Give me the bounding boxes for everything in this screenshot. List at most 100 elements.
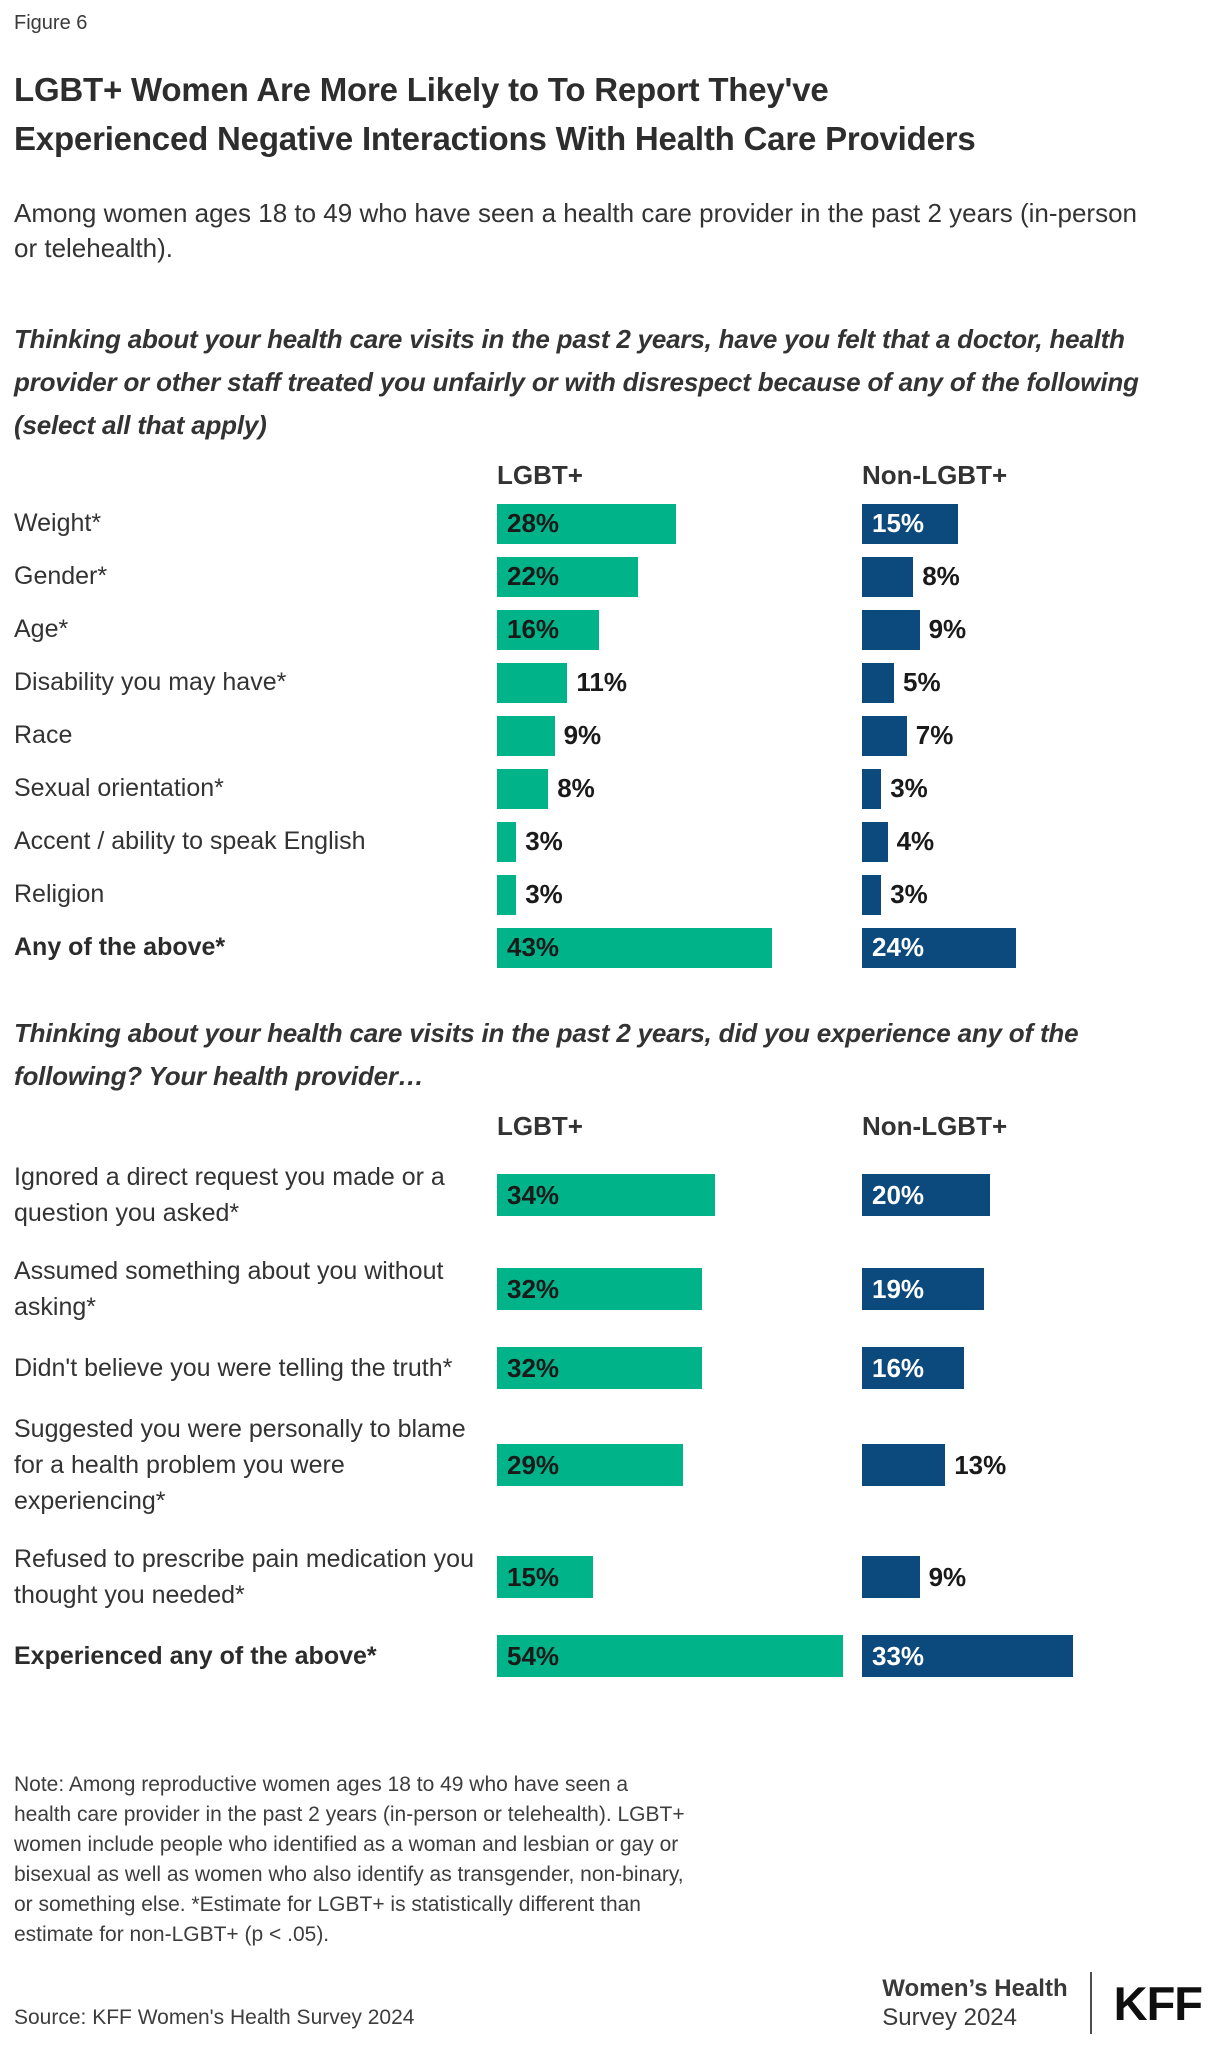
chart-question-2: Thinking about your health care visits i… [14, 1018, 1079, 1091]
bar-cell-non-lgbt: 33% [862, 1635, 1206, 1677]
bar-value-label: 4% [896, 826, 935, 856]
category-label: Assumed something about you without aski… [14, 1257, 444, 1321]
bar-value-label: 16% [507, 614, 560, 644]
bar-lgbt: 43% [497, 927, 773, 968]
bar-lgbt: 29% [497, 1444, 683, 1486]
bar-value-label: 22% [507, 561, 560, 591]
bar-lgbt: 28% [497, 503, 677, 544]
bar-value-label: 34% [507, 1179, 560, 1210]
bar-lgbt [497, 715, 555, 756]
bar-value-label: 32% [507, 1273, 560, 1304]
bar-non-lgbt [862, 1556, 920, 1598]
category-label: Ignored a direct request you made or a q… [14, 1163, 445, 1227]
bar-cell-lgbt: 16% [497, 609, 862, 650]
bar-value-label: 3% [890, 879, 928, 909]
bar-lgbt [497, 874, 517, 915]
bar-lgbt: 22% [497, 556, 638, 597]
footer: Note: Among reproductive women ages 18 t… [14, 1770, 1206, 2034]
bar-cell-lgbt: 8% [497, 768, 862, 809]
chart-row: Refused to prescribe pain medication you… [14, 1530, 1206, 1624]
bar-value-label: 11% [576, 667, 627, 697]
bar-cell-non-lgbt: 9% [862, 609, 1206, 650]
bar-lgbt [497, 768, 549, 809]
brand-block: Women’s Health Survey 2024 KFF [882, 1972, 1206, 2034]
bar-non-lgbt [862, 821, 888, 862]
bar-value-label: 13% [954, 1449, 1007, 1480]
bar-cell-non-lgbt: 8% [862, 556, 1206, 597]
bar-lgbt: 54% [497, 1635, 843, 1677]
bar-value-label: 3% [890, 773, 928, 803]
figure-label: Figure 6 [14, 12, 88, 34]
bar-lgbt: 32% [497, 1268, 702, 1310]
bar-value-label: 8% [557, 773, 595, 803]
brand-divider [1089, 1972, 1092, 2034]
bar-cell-non-lgbt: 3% [862, 874, 1206, 915]
bar-cell-lgbt: 54% [497, 1635, 862, 1677]
bar-non-lgbt [862, 715, 907, 756]
chart-row: Disability you may have* 11% 5% [14, 656, 1206, 709]
bar-lgbt: 34% [497, 1174, 715, 1216]
chart-row: Any of the above* 43% 24% [14, 921, 1206, 974]
bar-value-label: 19% [872, 1273, 925, 1304]
bar-value-label: 3% [525, 826, 563, 856]
bar-cell-lgbt: 43% [497, 927, 862, 968]
bar-cell-non-lgbt: 20% [862, 1174, 1206, 1216]
bar-cell-non-lgbt: 4% [862, 821, 1206, 862]
chart-section-unfair-treatment: Thinking about your health care visits i… [14, 318, 1206, 974]
category-label: Accent / ability to speak English [14, 827, 366, 855]
bar-non-lgbt [862, 768, 882, 809]
category-label: Any of the above* [14, 933, 226, 961]
category-label: Weight* [14, 509, 102, 537]
bar-cell-lgbt: 32% [497, 1268, 862, 1310]
bar-value-label: 15% [872, 508, 925, 538]
page-title: LGBT+ Women Are More Likely to To Report… [14, 71, 976, 157]
chart-row: Accent / ability to speak English 3% 4% [14, 815, 1206, 868]
bar-non-lgbt [862, 1444, 946, 1486]
bar-value-label: 16% [872, 1352, 925, 1383]
source-line: Source: KFF Women's Health Survey 2024 [14, 2006, 415, 2029]
bar-value-label: 43% [507, 932, 560, 962]
bar-non-lgbt [862, 609, 920, 650]
bar-value-label: 5% [903, 667, 941, 697]
bar-cell-lgbt: 15% [497, 1556, 862, 1598]
chart-row: Ignored a direct request you made or a q… [14, 1148, 1206, 1242]
category-label: Gender* [14, 562, 108, 590]
footer-bottom-row: Source: KFF Women's Health Survey 2024 W… [14, 1972, 1206, 2034]
bar-value-label: 9% [928, 1561, 967, 1592]
bar-cell-non-lgbt: 15% [862, 503, 1206, 544]
bar-cell-non-lgbt: 16% [862, 1347, 1206, 1389]
bar-value-label: 9% [928, 614, 967, 644]
bar-lgbt: 16% [497, 609, 600, 650]
bar-chart-unfair-treatment: LGBT+ Non-LGBT+ Weight* 28% 15% Gender* 22% 8% A… [14, 459, 1206, 974]
chart-row: Religion 3% 3% [14, 868, 1206, 921]
bar-value-label: 24% [872, 932, 925, 962]
chart-question-1: Thinking about your health care visits i… [14, 324, 1139, 440]
bar-lgbt [497, 662, 568, 703]
bar-value-label: 20% [872, 1179, 925, 1210]
series-header-lgbt: LGBT+ [497, 459, 583, 490]
bar-non-lgbt: 16% [862, 1347, 965, 1389]
bar-cell-lgbt: 3% [497, 874, 862, 915]
bar-non-lgbt: 24% [862, 927, 1016, 968]
category-label: Sexual orientation* [14, 774, 224, 802]
bar-value-label: 54% [507, 1640, 560, 1671]
kff-logo: KFF [1113, 1976, 1203, 2030]
series-header-non-lgbt: Non-LGBT+ [862, 459, 1008, 490]
bar-cell-lgbt: 9% [497, 715, 862, 756]
chart-row: Suggested you were personally to blame f… [14, 1400, 1206, 1530]
bar-cell-lgbt: 22% [497, 556, 862, 597]
category-label: Race [14, 721, 73, 749]
category-label: Age* [14, 615, 69, 643]
chart-row: Weight* 28% 15% [14, 497, 1206, 550]
bar-non-lgbt: 19% [862, 1268, 984, 1310]
bar-non-lgbt [862, 874, 882, 915]
category-label: Experienced any of the above* [14, 1642, 377, 1670]
bar-non-lgbt: 33% [862, 1635, 1074, 1677]
bar-cell-non-lgbt: 3% [862, 768, 1206, 809]
bar-cell-lgbt: 29% [497, 1444, 862, 1486]
bar-cell-lgbt: 3% [497, 821, 862, 862]
bar-lgbt: 15% [497, 1556, 593, 1598]
bar-non-lgbt [862, 556, 914, 597]
bar-value-label: 32% [507, 1352, 560, 1383]
bar-value-label: 33% [872, 1640, 925, 1671]
